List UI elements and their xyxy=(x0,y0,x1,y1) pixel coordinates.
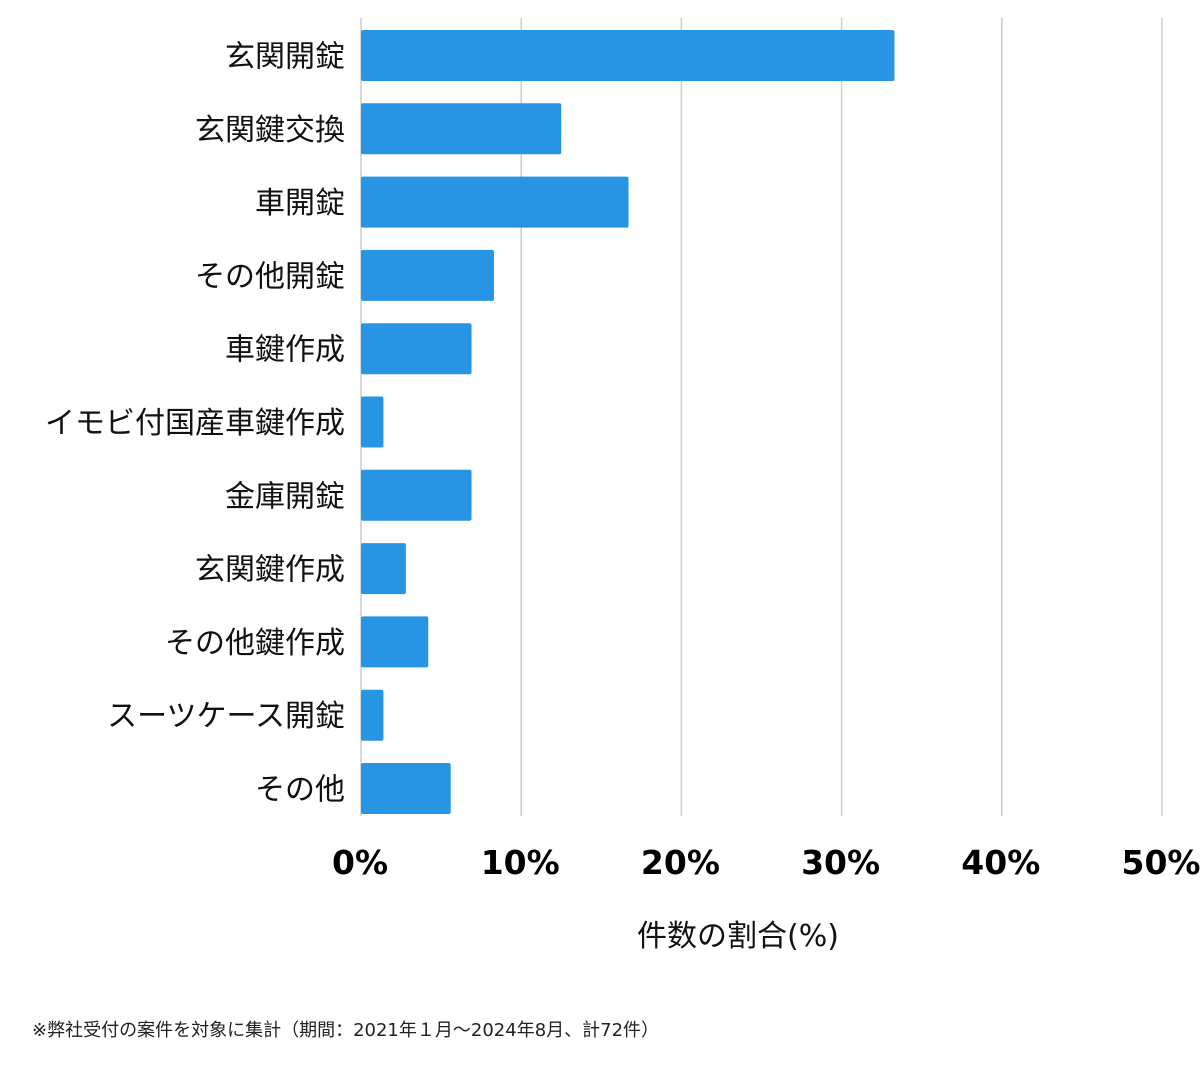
bar xyxy=(361,689,384,741)
category-labels: 玄関開錠玄関鍵交換車開錠その他開錠車鍵作成イモビ付国産車鍵作成金庫開錠玄関鍵作成… xyxy=(45,40,345,808)
bar xyxy=(361,469,472,521)
category-label: その他 xyxy=(255,773,345,808)
category-label: その他開錠 xyxy=(195,259,345,294)
bar xyxy=(361,616,429,668)
bar xyxy=(361,103,562,155)
category-label: 金庫開錠 xyxy=(225,479,345,514)
x-tick-label: 0% xyxy=(332,843,388,882)
category-label: イモビ付国産車鍵作成 xyxy=(45,406,345,441)
category-label: 車鍵作成 xyxy=(225,333,345,368)
bar xyxy=(361,763,451,814)
x-tick-label: 30% xyxy=(801,843,880,882)
x-tick-labels: 0% 10% 20% 30% 40% 50% xyxy=(332,843,1200,882)
bar xyxy=(361,249,494,301)
category-label: その他鍵作成 xyxy=(165,626,345,661)
category-label: 車開錠 xyxy=(255,186,345,221)
bar xyxy=(361,543,406,595)
bar xyxy=(361,176,629,228)
x-axis-title: 件数の割合(%) xyxy=(637,919,839,954)
x-tick-label: 50% xyxy=(1122,843,1200,882)
x-tick-label: 10% xyxy=(481,843,560,882)
category-label: 玄関鍵作成 xyxy=(195,553,345,588)
bar xyxy=(361,30,895,81)
bar xyxy=(361,323,472,375)
bars xyxy=(361,30,895,814)
category-label: 玄関開錠 xyxy=(225,40,345,75)
x-tick-label: 20% xyxy=(641,843,720,882)
category-label: 玄関鍵交換 xyxy=(195,113,345,148)
bar xyxy=(361,396,384,448)
x-tick-label: 40% xyxy=(961,843,1040,882)
category-label: スーツケース開錠 xyxy=(107,699,345,734)
footnote: ※弊社受付の案件を対象に集計（期間：2021年１月～2024年8月、計72件） xyxy=(32,1020,659,1041)
